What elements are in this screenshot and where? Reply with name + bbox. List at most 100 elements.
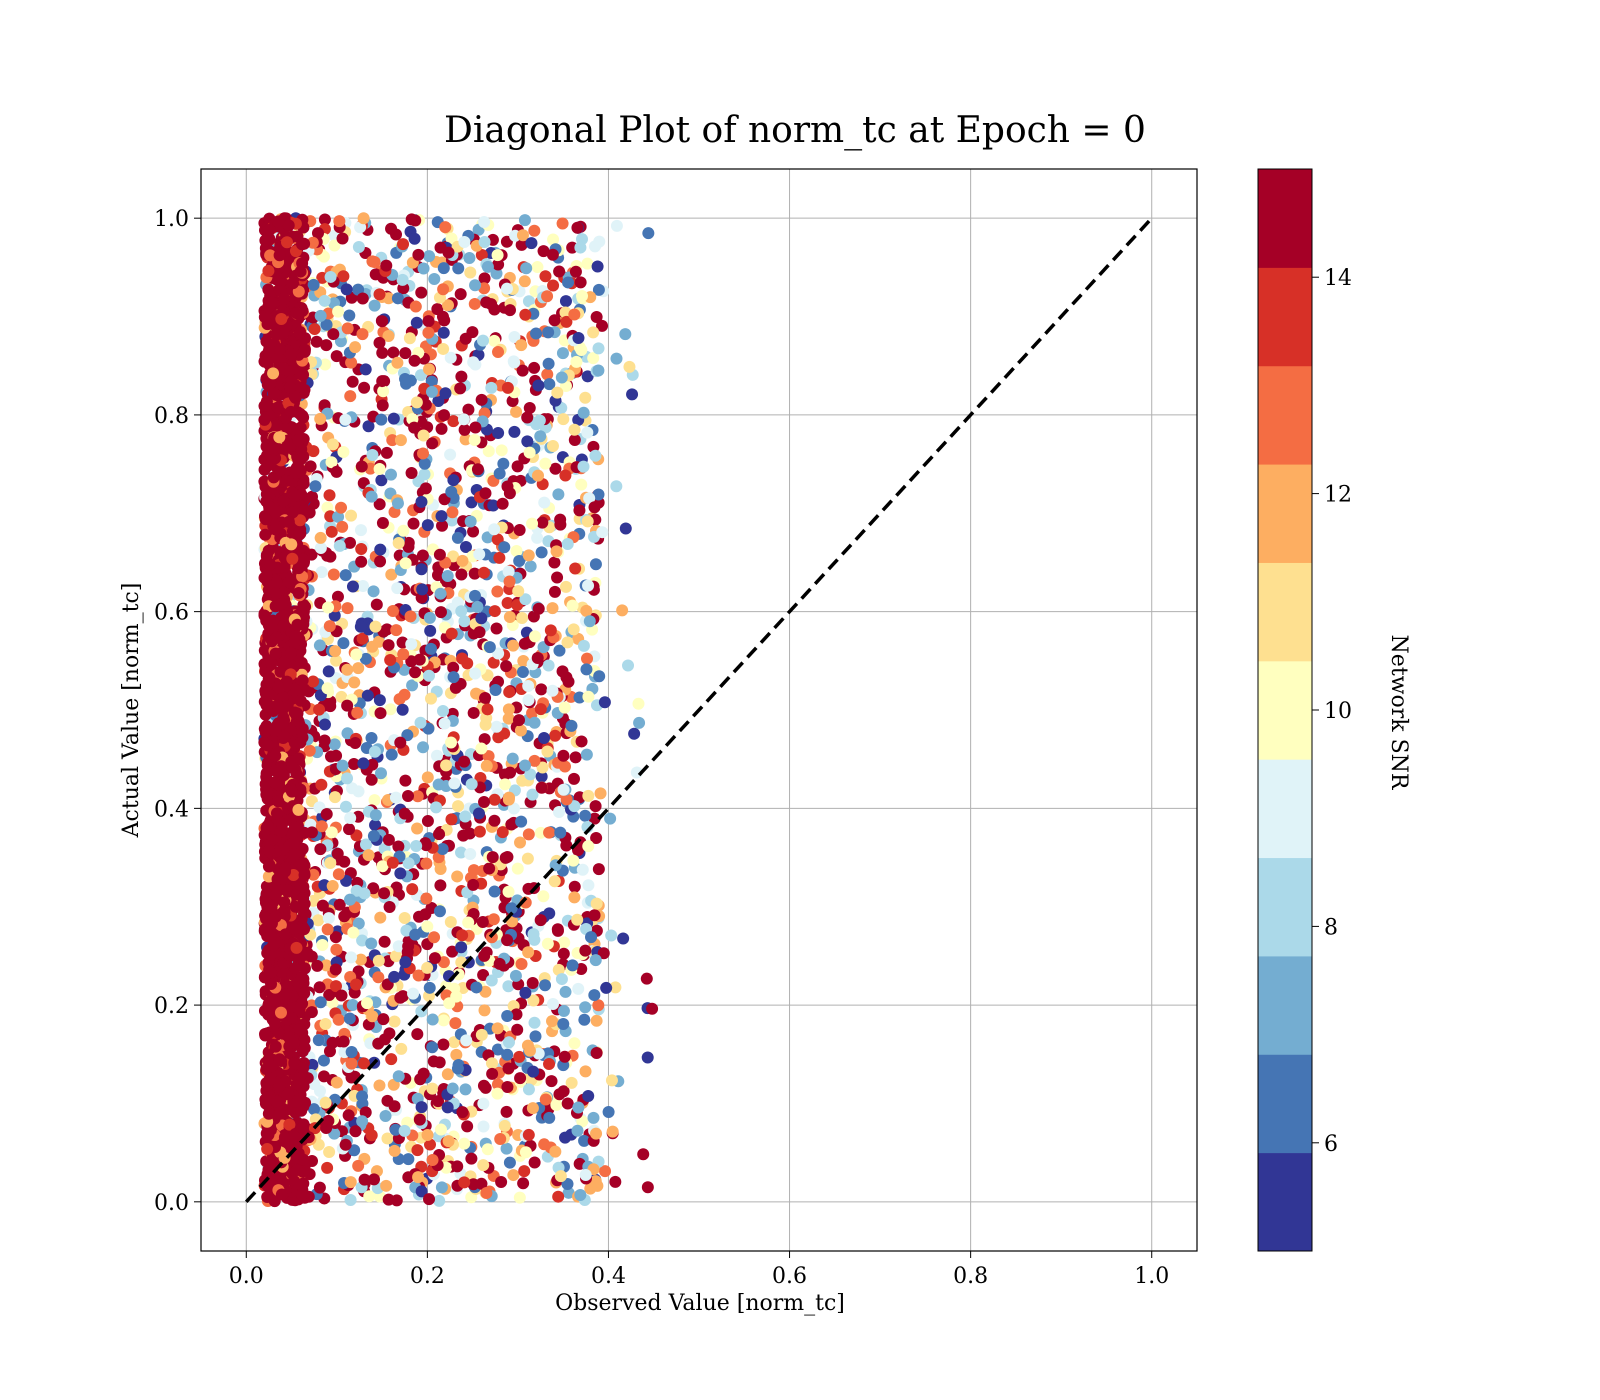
data-point xyxy=(307,868,320,881)
data-point xyxy=(424,624,437,637)
data-point xyxy=(554,513,567,526)
data-point xyxy=(323,1146,336,1159)
data-point xyxy=(344,893,357,906)
data-point xyxy=(272,681,285,694)
data-point xyxy=(546,684,559,697)
data-point xyxy=(502,712,515,725)
data-point xyxy=(566,241,579,254)
data-point xyxy=(505,902,518,915)
data-point xyxy=(475,742,488,755)
data-point xyxy=(307,278,320,291)
data-point xyxy=(579,944,592,957)
data-point xyxy=(350,978,363,991)
data-point xyxy=(462,403,475,416)
data-point xyxy=(357,212,370,225)
data-point xyxy=(468,589,481,602)
data-point xyxy=(314,541,327,554)
data-point xyxy=(344,536,357,549)
data-point xyxy=(514,836,527,849)
data-point xyxy=(582,579,595,592)
data-point xyxy=(265,1060,278,1073)
data-point xyxy=(358,381,371,394)
data-point xyxy=(528,1156,541,1169)
data-point xyxy=(380,259,393,272)
data-point xyxy=(582,1090,595,1103)
data-point xyxy=(408,421,421,434)
data-point xyxy=(501,1080,514,1093)
data-point xyxy=(369,620,382,633)
data-point xyxy=(548,875,561,888)
data-point xyxy=(580,604,593,617)
data-point xyxy=(588,501,601,514)
data-point xyxy=(411,1144,424,1157)
data-point xyxy=(590,1127,603,1140)
data-point xyxy=(271,699,284,712)
data-point xyxy=(605,1074,618,1087)
data-point xyxy=(455,568,468,581)
data-point xyxy=(324,695,337,708)
data-point xyxy=(423,611,436,624)
data-point xyxy=(417,741,430,754)
data-point xyxy=(336,759,349,772)
data-point xyxy=(433,828,446,841)
data-point xyxy=(399,956,412,969)
data-point xyxy=(280,675,293,688)
x-axis-label: Observed Value [norm_tc] xyxy=(555,1291,845,1316)
data-point xyxy=(418,457,431,470)
data-point xyxy=(384,468,397,481)
data-point xyxy=(398,807,411,820)
data-point xyxy=(274,665,287,678)
data-point xyxy=(463,251,476,264)
data-point xyxy=(446,506,459,519)
data-point xyxy=(323,988,336,1001)
data-point xyxy=(477,1079,490,1092)
data-point xyxy=(616,604,629,617)
data-point xyxy=(558,936,571,949)
data-point xyxy=(299,504,312,517)
data-point xyxy=(383,900,396,913)
data-point xyxy=(479,691,492,704)
data-point xyxy=(471,463,484,476)
data-point xyxy=(513,1191,526,1204)
data-point xyxy=(346,998,359,1011)
data-point xyxy=(397,524,410,537)
data-point xyxy=(294,736,307,749)
data-point xyxy=(423,250,436,263)
data-point xyxy=(590,897,603,910)
data-point xyxy=(358,887,371,900)
data-point xyxy=(288,390,301,403)
data-point xyxy=(278,865,291,878)
data-point xyxy=(449,681,462,694)
data-point xyxy=(585,931,598,944)
data-point xyxy=(447,415,460,428)
data-point xyxy=(495,1176,508,1189)
data-point xyxy=(573,691,586,704)
data-point xyxy=(434,879,447,892)
data-point xyxy=(258,355,271,368)
data-point xyxy=(492,258,505,271)
data-point xyxy=(571,1124,584,1137)
data-point xyxy=(445,485,458,498)
data-point xyxy=(539,457,552,470)
data-point xyxy=(497,457,510,470)
data-point xyxy=(356,328,369,341)
data-point xyxy=(382,639,395,652)
data-point xyxy=(344,811,357,824)
data-point xyxy=(451,870,464,883)
data-point xyxy=(503,487,516,500)
data-point xyxy=(526,788,539,801)
data-point xyxy=(547,998,560,1011)
data-point xyxy=(319,358,332,371)
data-point xyxy=(365,773,378,786)
data-point xyxy=(394,434,407,447)
data-point xyxy=(269,910,282,923)
data-point xyxy=(423,363,436,376)
colorbar-segment xyxy=(1258,365,1312,465)
data-point xyxy=(518,1165,531,1178)
data-point xyxy=(409,666,422,679)
data-point xyxy=(589,800,602,813)
data-point xyxy=(390,950,403,963)
x-tick-label: 0.2 xyxy=(410,1264,445,1289)
data-point xyxy=(382,292,395,305)
data-point xyxy=(415,1185,428,1198)
